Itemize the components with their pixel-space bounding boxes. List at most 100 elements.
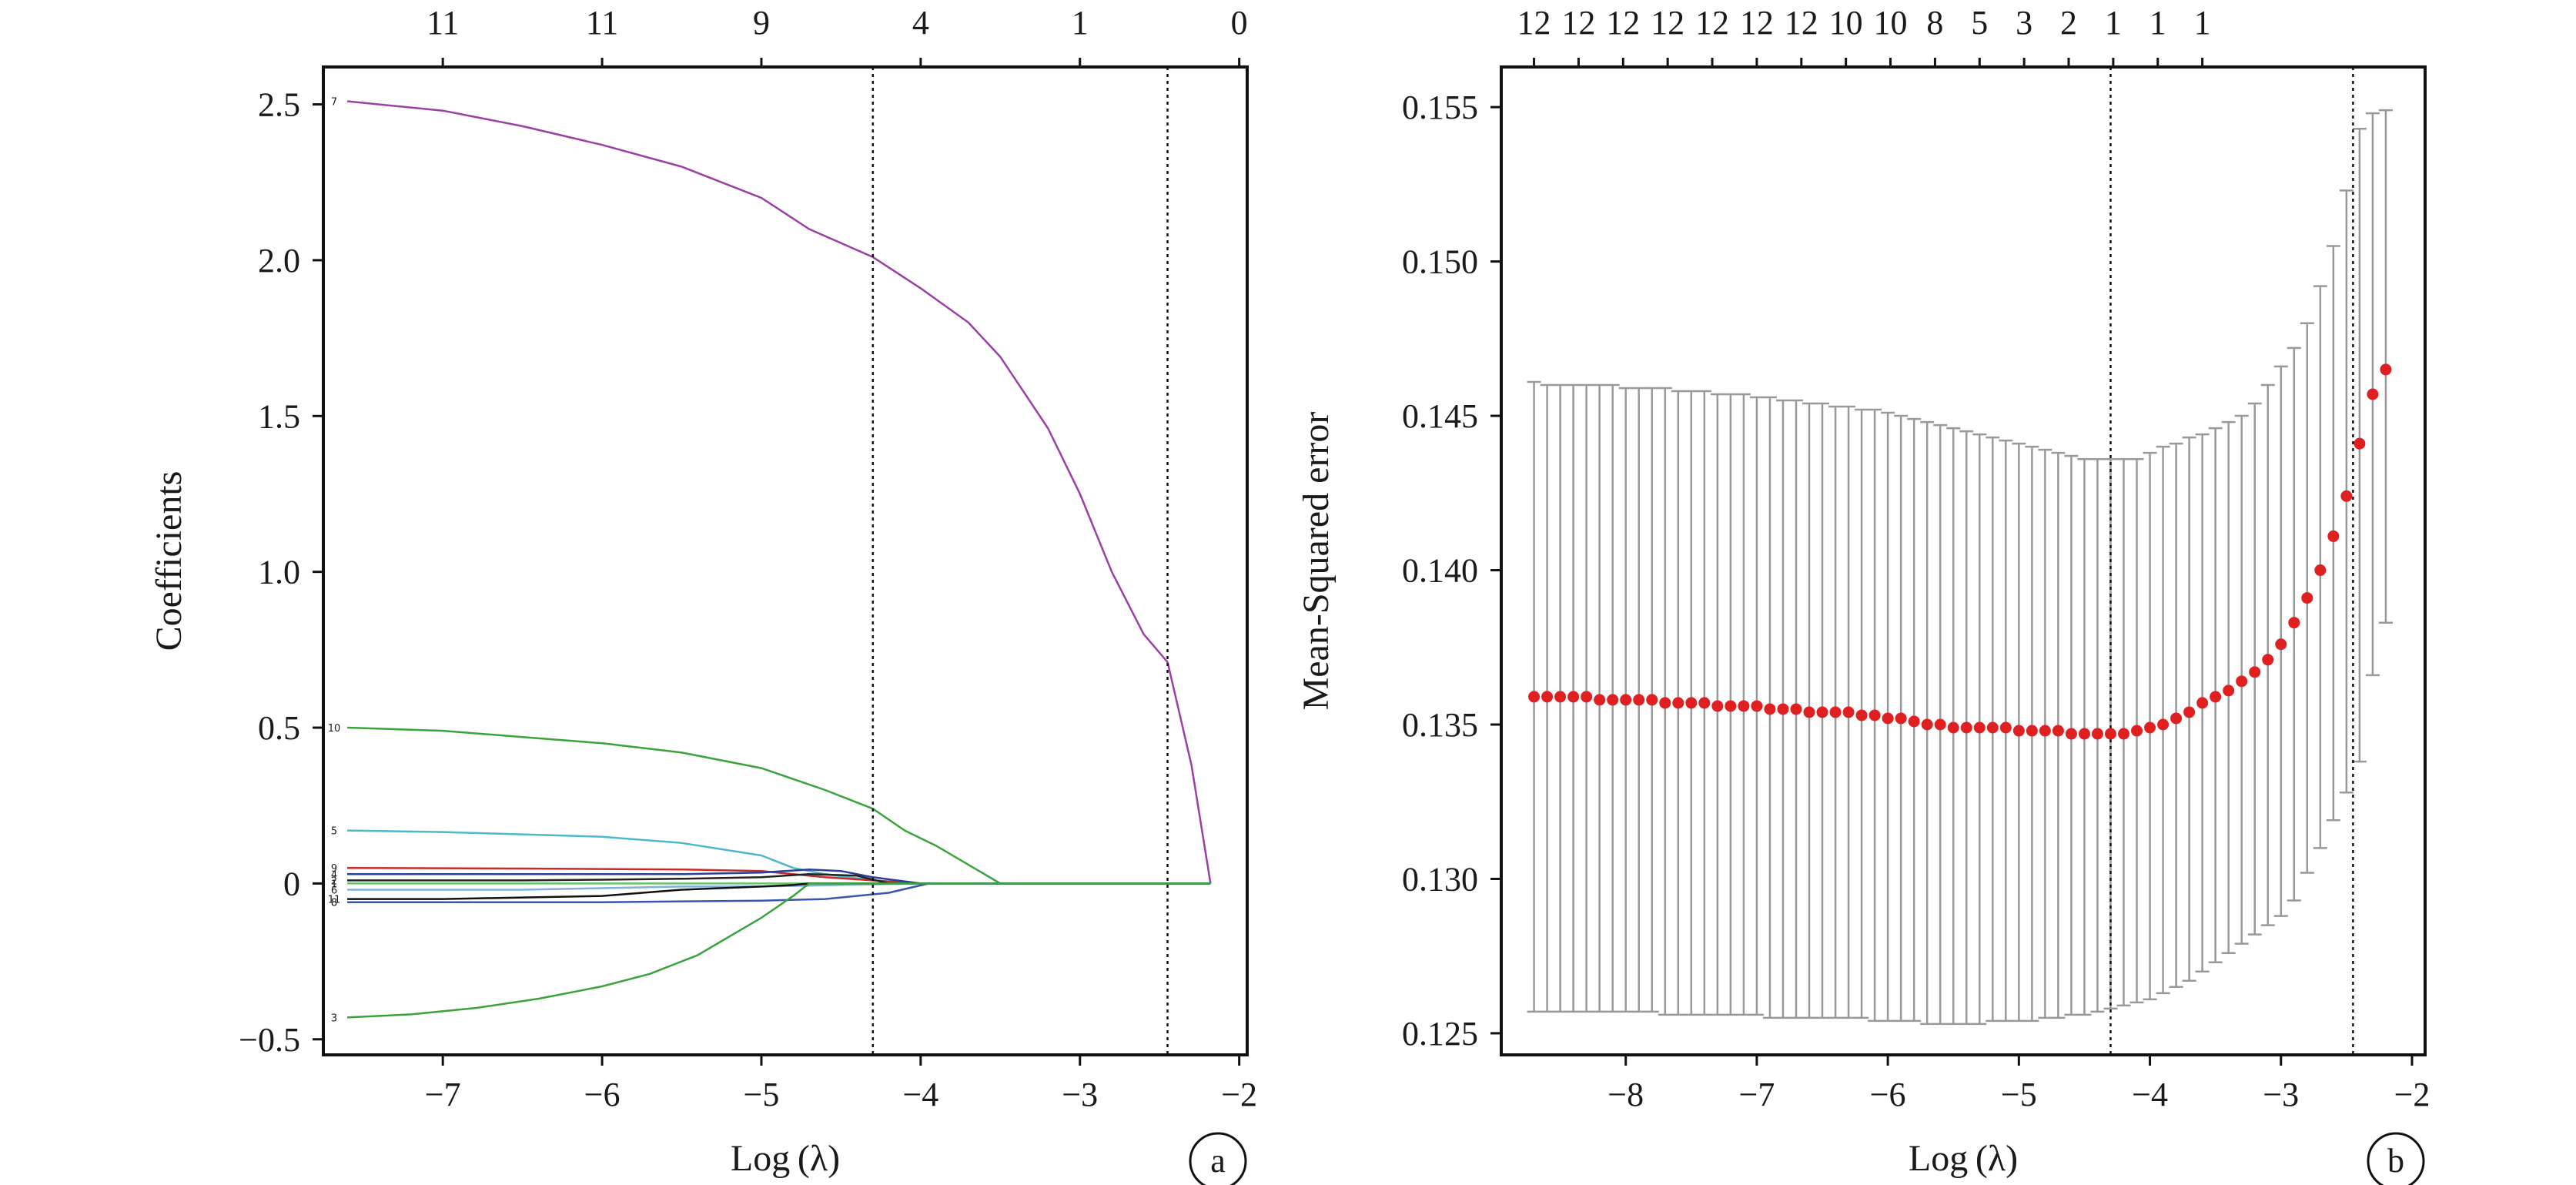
top-tick-label: 9 xyxy=(753,4,770,42)
mse-point xyxy=(1855,709,1868,721)
top-tick-label: 11 xyxy=(586,4,618,42)
curve-label-2: 2 xyxy=(331,875,337,887)
top-tick-label: 12 xyxy=(1517,4,1551,42)
mse-point xyxy=(2052,725,2064,737)
x-tick-label: −4 xyxy=(2132,1076,2168,1113)
mse-point xyxy=(2157,718,2170,731)
x-tick-label: −3 xyxy=(2263,1076,2299,1113)
y-axis-title: Coefficients xyxy=(149,471,189,651)
curve-label-8: 8 xyxy=(331,898,337,909)
top-tick-label: 2 xyxy=(2060,4,2077,42)
mse-point xyxy=(2091,728,2103,740)
coefficient-path-4 xyxy=(347,868,1211,885)
top-tick-label: 8 xyxy=(1926,4,1943,42)
mse-point xyxy=(2301,592,2313,604)
y-tick-label: −0.5 xyxy=(239,1021,300,1059)
top-tick-label: 1 xyxy=(2105,4,2122,42)
y-tick-label: 0.130 xyxy=(1402,860,1478,898)
curve-label-7: 7 xyxy=(331,97,337,109)
badge-circle xyxy=(1189,1132,1247,1185)
error-bars xyxy=(1527,109,2393,1026)
mse-point xyxy=(2196,697,2209,709)
top-tick-label: 11 xyxy=(427,4,459,42)
x-tick-label: −2 xyxy=(2394,1076,2430,1113)
curve-label-10: 10 xyxy=(328,723,341,735)
x-tick-label: −7 xyxy=(425,1076,461,1113)
mse-point xyxy=(1947,721,1959,734)
y-tick-label: 1.0 xyxy=(258,554,300,591)
mse-point xyxy=(1973,721,1986,734)
badge-circle xyxy=(2367,1132,2425,1185)
coefficient-path-8 xyxy=(347,882,1211,903)
mse-point xyxy=(2012,725,2025,737)
mse-point xyxy=(2314,564,2327,577)
mse-point xyxy=(2183,706,2196,718)
mse-point xyxy=(1528,691,1541,703)
top-tick-label: 12 xyxy=(1561,4,1595,42)
y-tick-label: 0.150 xyxy=(1402,243,1478,281)
mse-point xyxy=(2354,437,2366,450)
curve-label-11: 11 xyxy=(328,895,341,906)
mse-point xyxy=(1908,715,1920,728)
y-tick-label: 1.5 xyxy=(258,397,300,435)
mse-point xyxy=(1567,691,1580,703)
top-tick-label: 12 xyxy=(1740,4,1774,42)
mse-point xyxy=(1738,700,1750,712)
curve-label-4: 4 xyxy=(331,869,337,881)
coefficient-path-3 xyxy=(346,882,1211,1019)
mse-point xyxy=(1803,706,1815,718)
x-axis-title: Log (λ) xyxy=(1909,1138,2018,1179)
mse-point xyxy=(2065,728,2077,740)
mse-point xyxy=(1541,691,1554,703)
mse-point xyxy=(2118,728,2130,740)
mse-point xyxy=(1999,721,2012,734)
coefficient-path-7 xyxy=(346,100,1212,884)
y-axis-ticks: −0.5 0 0.5 1.0 1.5 2.0 2.5 xyxy=(239,86,323,1059)
mse-point xyxy=(2380,363,2392,376)
y-tick-label: 0 xyxy=(283,865,300,902)
top-tick-label: 5 xyxy=(1971,4,1988,42)
mse-point xyxy=(1725,700,1737,712)
top-axis-ticks: 12 12 12 12 12 12 12 10 10 8 5 3 2 1 1 1 xyxy=(1517,4,2211,67)
mse-point xyxy=(1711,700,1724,712)
x-axis-ticks: −7 −6 −5 −4 −3 −2 xyxy=(425,1055,1257,1113)
mse-point xyxy=(1672,697,1684,709)
y-tick-label: 0.145 xyxy=(1402,397,1478,435)
x-axis-title: Log (λ) xyxy=(731,1138,840,1179)
mse-point xyxy=(1882,712,1894,725)
mse-point xyxy=(1934,718,1946,731)
curve-label-9: 9 xyxy=(331,863,337,875)
mse-point xyxy=(1581,691,1593,703)
mse-point xyxy=(2275,638,2287,651)
mse-point xyxy=(1607,694,1619,706)
y-tick-label: 2.0 xyxy=(258,242,300,280)
top-tick-label: 12 xyxy=(1785,4,1818,42)
top-tick-label: 10 xyxy=(1829,4,1863,42)
top-tick-label: 12 xyxy=(1606,4,1640,42)
x-tick-label: −6 xyxy=(1870,1076,1906,1113)
top-tick-label: 1 xyxy=(1072,4,1089,42)
curve-label-6: 6 xyxy=(331,885,337,896)
lambda-reference-lines xyxy=(2109,67,2354,1055)
panel-badge-b: b xyxy=(2367,1132,2425,1185)
mse-point xyxy=(1921,718,1933,731)
mse-point xyxy=(1685,697,1698,709)
coefficient-path-2 xyxy=(347,873,1211,885)
mse-point xyxy=(1620,694,1632,706)
lambda-reference-lines xyxy=(871,67,1169,1055)
y-axis-ticks: 0.125 0.130 0.135 0.140 0.145 0.150 0.155 xyxy=(1402,89,1501,1053)
mse-point xyxy=(2026,725,2038,737)
mse-point xyxy=(2288,617,2300,629)
curve-label-1: 1 xyxy=(331,879,337,890)
y-axis-title: Mean-Squared error xyxy=(1296,412,1337,711)
top-tick-label: 0 xyxy=(1231,4,1248,42)
mse-point xyxy=(2078,728,2090,740)
x-axis-ticks: −8 −7 −6 −5 −4 −3 −2 xyxy=(1607,1055,2430,1113)
x-tick-label: −6 xyxy=(584,1076,621,1113)
curve-label-3: 3 xyxy=(331,1013,337,1024)
mse-point xyxy=(1698,697,1711,709)
top-tick-label: 10 xyxy=(1874,4,1908,42)
mse-point xyxy=(1659,697,1671,709)
